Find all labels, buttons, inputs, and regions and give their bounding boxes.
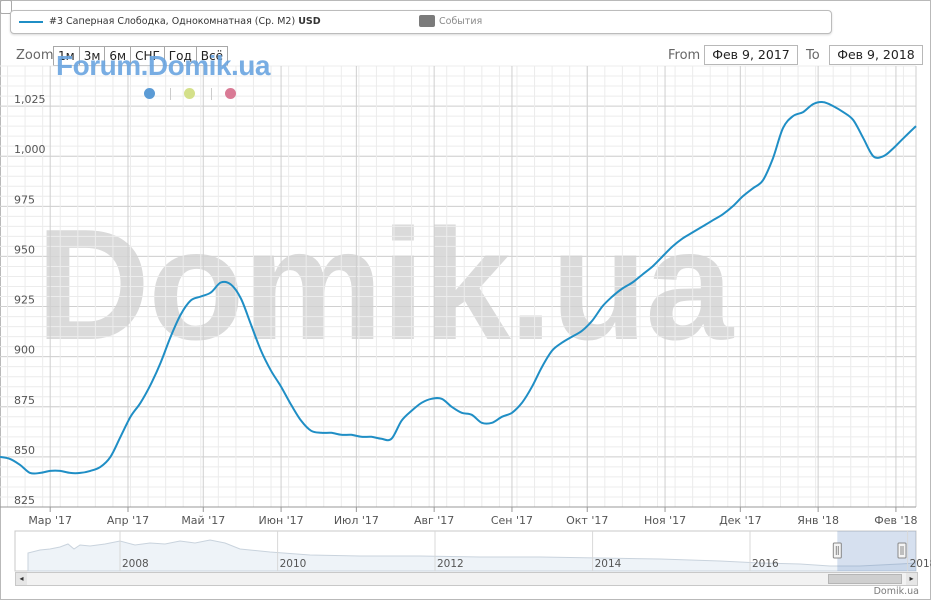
- navigator-handle[interactable]: [832, 542, 842, 559]
- divider: [170, 88, 171, 100]
- dot-yellow-icon: [184, 88, 195, 99]
- navigator-year-label: 2012: [437, 558, 464, 570]
- legend-events-label[interactable]: События: [439, 16, 483, 27]
- x-tick-label: Май '17: [181, 514, 225, 527]
- events-swatch[interactable]: [419, 15, 435, 27]
- dot-pink-icon: [225, 88, 236, 99]
- legend-series-item[interactable]: #3 Саперная Слободка, Однокомнатная (Ср.…: [49, 16, 321, 27]
- legend-unit: USD: [298, 16, 321, 27]
- handle-body: [832, 542, 842, 559]
- y-tick-label: 900: [14, 344, 35, 357]
- navigator-year-label: 2016: [752, 558, 779, 570]
- chart-grid: [0, 65, 917, 508]
- x-tick-label: Апр '17: [107, 514, 149, 527]
- handle-body: [897, 542, 907, 559]
- x-tick-label: Сен '17: [491, 514, 533, 527]
- x-tick-label: Дек '17: [719, 514, 762, 527]
- scroll-left-icon[interactable]: ◂: [16, 573, 27, 585]
- legend: #3 Саперная Слободка, Однокомнатная (Ср.…: [10, 10, 832, 34]
- zoom-all-button[interactable]: Всё: [195, 46, 228, 66]
- x-tick-label: Фев '18: [874, 514, 917, 527]
- zoom-1m-button[interactable]: 1м: [53, 46, 80, 66]
- x-tick-label: Ноя '17: [644, 514, 686, 527]
- y-tick-label: 825: [14, 494, 35, 507]
- from-label: From: [668, 48, 701, 63]
- series-swatch: [19, 21, 43, 23]
- y-tick-label: 975: [14, 193, 35, 206]
- to-date-input[interactable]: Фев 9, 2018: [829, 45, 923, 65]
- x-tick-label: Июл '17: [334, 514, 379, 527]
- navigator-year-label: 2018: [910, 558, 931, 570]
- y-tick-label: 875: [14, 394, 35, 407]
- navigator: 2008 2010 2012 2014 2016 2018: [14, 530, 931, 572]
- x-tick-label: Окт '17: [566, 514, 608, 527]
- x-tick-label: Мар '17: [28, 514, 72, 527]
- scroll-right-icon[interactable]: ▸: [906, 573, 917, 585]
- legend-series-label: #3 Саперная Слободка, Однокомнатная (Ср.…: [49, 16, 296, 27]
- zoom-buttons: 1м 3м 6м СНГ Год Всё: [53, 46, 228, 66]
- x-tick-label: Июн '17: [258, 514, 303, 527]
- navigator-year-label: 2014: [595, 558, 622, 570]
- y-tick-label: 1,025: [14, 93, 46, 106]
- x-tick-label: Янв '18: [797, 514, 839, 527]
- x-tick-label: Авг '17: [414, 514, 454, 527]
- y-tick-label: 925: [14, 294, 35, 307]
- watermark-small: Forum.Domik.ua: [56, 50, 270, 81]
- y-axis: 825 850 875 900 925 950 975 1,000 1,025: [14, 93, 46, 507]
- navigator-year-label: 2008: [122, 558, 149, 570]
- from-date-input[interactable]: Фев 9, 2017: [704, 45, 798, 65]
- navigator-year-label: 2010: [280, 558, 307, 570]
- navigator-handle[interactable]: [897, 542, 907, 559]
- scrollbar-thumb[interactable]: [828, 574, 902, 584]
- zoom-label: Zoom: [16, 48, 54, 63]
- navigator-area: [27, 539, 917, 572]
- resize-handle[interactable]: [0, 0, 12, 14]
- zoom-6m-button[interactable]: 6м: [104, 46, 132, 66]
- to-label: To: [806, 48, 820, 63]
- dot-blue-icon: [144, 88, 155, 99]
- x-axis: Мар '17 Апр '17 Май '17 Июн '17 Июл '17 Авг '…: [0, 506, 918, 527]
- zoom-1y-button[interactable]: Год: [163, 46, 197, 66]
- y-tick-label: 950: [14, 243, 35, 256]
- credit-link[interactable]: Domik.ua: [873, 586, 919, 597]
- divider: [211, 88, 212, 100]
- series-line: [0, 101, 917, 475]
- y-tick-label: 850: [14, 444, 35, 457]
- navigator-scrollbar[interactable]: ◂ ▸: [15, 572, 918, 586]
- y-tick-label: 1,000: [14, 143, 46, 156]
